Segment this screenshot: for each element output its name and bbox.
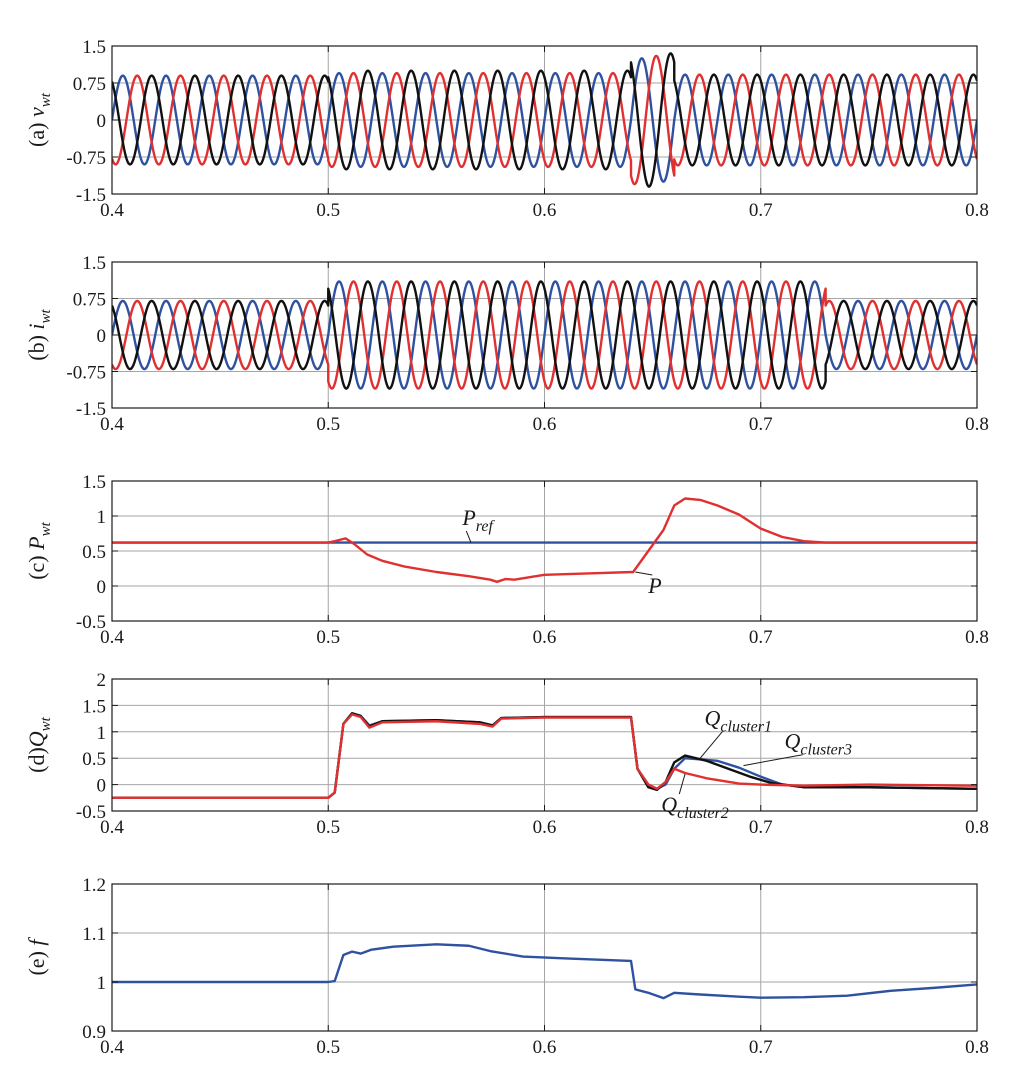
x-tick-label: 0.7 [749,817,773,838]
y-tick-label: 0 [97,326,107,347]
y-tick-label: 0 [97,776,107,797]
x-tick-label: 0.4 [100,817,124,838]
x-tick-label: 0.4 [100,627,124,648]
x-tick-label: 0.8 [965,627,989,648]
annotation-label-qcluster3: Qcluster3 [785,729,852,759]
series-line-phase-1 [112,54,977,186]
x-tick-label: 0.7 [749,627,773,648]
y-axis-label: (e) f [24,937,49,976]
annotation-label-p: P [647,573,661,598]
plot-area [112,280,977,390]
annotation-leader [465,530,472,543]
y-tick-label: 1.5 [82,253,106,274]
plot-area [112,943,977,1000]
panel-c: 0.4 0.5 0.6 0.7 0.8 1.5 1 0.5 0 -0.5 (c) Pwt Pref P [24,472,989,648]
y-tick-label: 0 [97,111,107,132]
y-tick-label: 1 [97,973,107,994]
y-tick-label: -0.75 [66,363,106,384]
y-tick-label: -1.5 [76,399,106,420]
x-tick-label: 0.7 [749,200,773,221]
plot-area [112,52,977,188]
x-tick-label: 0.7 [749,1037,773,1058]
y-tick-label: -1.5 [76,185,106,206]
x-tick-label: 0.4 [100,414,124,435]
annotation-leader [635,571,653,576]
x-tick-label: 0.8 [965,817,989,838]
series-line-phase-0 [112,280,977,390]
panel-e: 0.4 0.5 0.6 0.7 0.8 1.2 1.1 1 0.9 (e) f [24,875,989,1058]
annotation-label-pref: Pref [461,505,495,535]
y-tick-label: 0 [97,577,107,598]
y-axis-label: (c) Pwt [24,521,54,579]
panel-a: 0.4 0.5 0.6 0.7 0.8 1.5 0.75 0 -0.75 -1.5 (a) vwt [24,37,989,221]
x-tick-label: 0.6 [533,414,557,435]
x-tick-label: 0.6 [533,1037,557,1058]
plot-area [112,712,977,799]
annotation-label-qcluster1: Qcluster1 [705,705,772,735]
x-tick-label: 0.5 [316,414,340,435]
y-tick-label: 0.9 [82,1022,106,1043]
panel-b: 0.4 0.5 0.6 0.7 0.8 1.5 0.75 0 -0.75 -1.5 (b) iwt [24,253,989,435]
x-tick-label: 0.5 [316,627,340,648]
x-tick-label: 0.5 [316,200,340,221]
series-line-p [112,497,977,583]
y-tick-label: -0.5 [76,802,106,823]
y-tick-label: 1.5 [82,472,106,493]
y-tick-label: -0.5 [76,612,106,633]
x-tick-label: 0.5 [316,1037,340,1058]
y-axis-label: (a) vwt [24,92,54,147]
x-tick-label: 0.8 [965,1037,989,1058]
series-line-phase-2 [112,52,977,188]
panel-d: 0.4 0.5 0.6 0.7 0.8 2 1.5 1 0.5 0 -0.5 (d)Qwt Qclust… [24,670,989,838]
y-tick-label: 1.2 [82,875,106,896]
series-line-phase-2 [112,280,977,390]
y-tick-label: 2 [97,670,107,691]
annotation-leader [743,754,803,767]
series-line-phase-1 [112,280,977,390]
x-tick-label: 0.5 [316,817,340,838]
annotation-leader [678,773,686,795]
y-tick-label: 0.75 [73,74,106,95]
y-tick-label: 1 [97,507,107,528]
x-tick-label: 0.8 [965,200,989,221]
x-tick-label: 0.6 [533,200,557,221]
x-tick-label: 0.4 [100,1037,124,1058]
y-tick-label: -0.75 [66,148,106,169]
y-tick-label: 0.5 [82,542,106,563]
series-line-f [112,943,977,1000]
y-tick-label: 1.5 [82,696,106,717]
x-tick-label: 0.6 [533,627,557,648]
y-axis-label: (b) iwt [24,308,54,360]
y-axis-label: (d)Qwt [24,716,54,773]
x-tick-label: 0.8 [965,414,989,435]
annotation-leader [699,731,723,759]
series-line-qcluster2 [112,713,977,799]
annotation-label-qcluster2: Qcluster2 [661,792,728,822]
y-tick-label: 1.1 [82,924,106,945]
plot-area [112,497,977,583]
x-tick-label: 0.7 [749,414,773,435]
y-tick-label: 1 [97,723,107,744]
y-tick-label: 0.75 [73,290,106,311]
y-tick-label: 1.5 [82,37,106,58]
series-line-phase-0 [112,57,977,183]
y-tick-label: 0.5 [82,749,106,770]
x-tick-label: 0.4 [100,200,124,221]
x-tick-label: 0.6 [533,817,557,838]
